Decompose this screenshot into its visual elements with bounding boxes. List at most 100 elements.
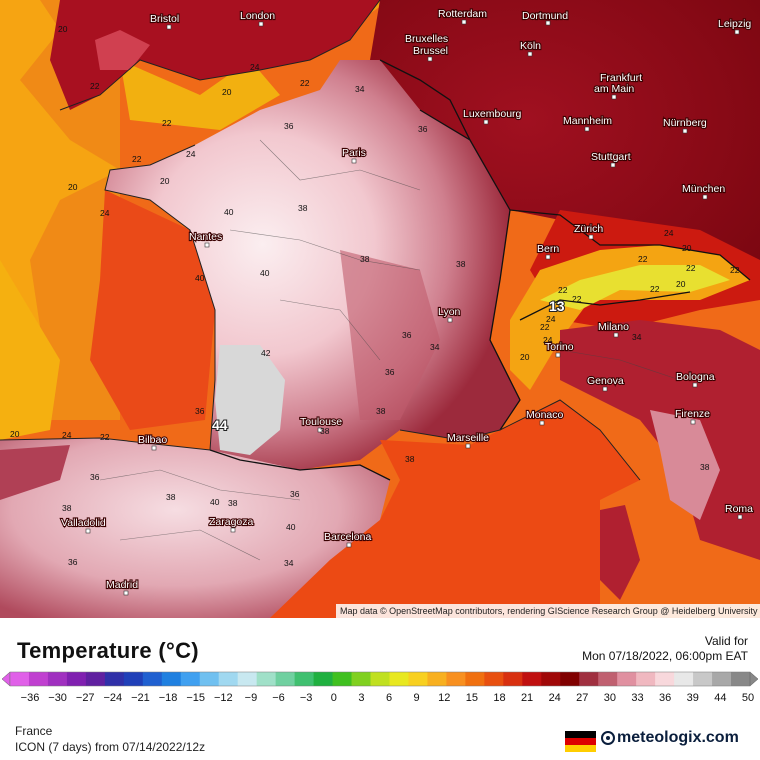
scale-tick-label: 12 [438, 692, 450, 704]
city-munchen[interactable]: München [681, 182, 727, 196]
scale-swatch [218, 672, 239, 686]
temperature-values: 20 22 24 20 22 24 22 20 24 34 36 22 20 3… [10, 24, 740, 568]
scale-swatch [655, 672, 675, 686]
scale-swatch [351, 672, 372, 686]
scale-swatch [522, 672, 542, 686]
mediterranean-sea [270, 400, 640, 618]
scale-swatch [408, 672, 428, 686]
alps-core [540, 265, 730, 310]
city-nantes[interactable]: Nantes [188, 230, 223, 244]
scale-swatch [142, 672, 163, 686]
svg-text:40: 40 [224, 207, 234, 217]
svg-text:24: 24 [186, 149, 196, 159]
scale-swatch [161, 672, 182, 686]
scale-tick-label: −18 [159, 692, 178, 704]
svg-text:42: 42 [261, 348, 271, 358]
city-zurich[interactable]: Zürich [573, 222, 605, 236]
legend-footer: Temperature (°C) Valid for Mon 07/18/202… [0, 618, 760, 760]
svg-text:22: 22 [558, 285, 568, 295]
scale-swatch [10, 672, 30, 686]
region-label: France [15, 724, 53, 738]
city-lyon[interactable]: Lyon [437, 305, 462, 319]
svg-text:22: 22 [300, 78, 310, 88]
city-genova[interactable]: Genova [586, 374, 625, 388]
svg-text:20: 20 [68, 182, 78, 192]
scale-swatch [427, 672, 447, 686]
city-valladolid[interactable]: Valladolid [60, 516, 107, 530]
svg-text:20: 20 [160, 176, 170, 186]
scale-swatch [503, 672, 523, 686]
city-bruxelles[interactable]: Bruxelles [404, 32, 449, 46]
city-barcelona[interactable]: Barcelona [323, 530, 373, 544]
scale-swatch [123, 672, 144, 686]
city-firenze[interactable]: Firenze [674, 407, 711, 421]
svg-text:36: 36 [68, 557, 78, 567]
scale-swatch [579, 672, 599, 686]
city-roma[interactable]: Roma [724, 502, 754, 516]
city-frankfurt[interactable]: Frankfurt [599, 71, 643, 85]
scale-tick-label: 21 [521, 692, 533, 704]
city-toulouse[interactable]: Toulouse [299, 415, 343, 429]
city-monaco[interactable]: Monaco [525, 408, 565, 422]
city-stuttgart[interactable]: Stuttgart [590, 150, 632, 164]
scale-tick-label: 18 [493, 692, 505, 704]
atlantic-yellow-band [0, 260, 60, 440]
city-leipzig[interactable]: Leipzig [717, 17, 753, 31]
city-frankfurt-am-main[interactable]: am Main [593, 82, 636, 96]
alps-min-value: 13 [549, 298, 565, 314]
scale-tick-label: 36 [659, 692, 671, 704]
scale-tick-label: −24 [104, 692, 123, 704]
city-madrid[interactable]: Madrid [105, 578, 139, 592]
svg-text:24: 24 [664, 228, 674, 238]
scale-swatch [104, 672, 125, 686]
scale-swatch [731, 672, 751, 686]
city-dortmund[interactable]: Dortmund [521, 9, 569, 23]
city-rotterdam[interactable]: Rotterdam [437, 7, 488, 21]
city-bern[interactable]: Bern [536, 242, 561, 256]
scale-tick-label: 27 [576, 692, 588, 704]
city-milano[interactable]: Milano [597, 320, 630, 334]
model-label: ICON (7 days) from 07/14/2022/12z [15, 740, 206, 754]
scale-swatch [617, 672, 637, 686]
scale-tick-label: 44 [714, 692, 726, 704]
city-koln[interactable]: Köln [519, 39, 542, 53]
city-bristol[interactable]: Bristol [149, 12, 180, 26]
scale-tick-label: −3 [300, 692, 313, 704]
scale-swatch [598, 672, 618, 686]
city-marseille[interactable]: Marseille [446, 431, 490, 445]
scale-swatch [370, 672, 390, 686]
scale-swatch [294, 672, 315, 686]
channel-yellow [120, 60, 280, 130]
temperature-map[interactable]: Bristol London Rotterdam Dortmund Leipzi… [0, 0, 760, 618]
city-bologna[interactable]: Bologna [675, 370, 716, 384]
scale-swatch [712, 672, 732, 686]
biscay-area [90, 190, 215, 430]
great-britain-land [50, 0, 380, 110]
city-labels: Bristol London Rotterdam Dortmund Leipzi… [60, 7, 754, 592]
city-brussel[interactable]: Brussel [412, 44, 449, 58]
scale-swatch [560, 672, 580, 686]
city-mannheim[interactable]: Mannheim [562, 114, 613, 128]
scale-tick-label: −12 [214, 692, 233, 704]
svg-text:38: 38 [700, 462, 710, 472]
valid-for-label: Valid for [704, 634, 748, 648]
svg-text:38: 38 [360, 254, 370, 264]
svg-text:36: 36 [290, 489, 300, 499]
max-temperature-value: 44 [212, 417, 228, 433]
scale-swatch [275, 672, 296, 686]
city-bilbao[interactable]: Bilbao [137, 433, 169, 447]
city-london[interactable]: London [239, 9, 276, 23]
city-zaragoza[interactable]: Zaragoza [208, 515, 255, 529]
svg-text:22: 22 [730, 265, 740, 275]
svg-text:24: 24 [543, 335, 553, 345]
city-luxembourg[interactable]: Luxembourg [462, 107, 523, 121]
scale-tick-label: −27 [76, 692, 95, 704]
city-paris[interactable]: Paris [341, 146, 367, 160]
scale-swatch [389, 672, 409, 686]
city-nurnberg[interactable]: Nürnberg [662, 116, 708, 130]
meteologix-logo[interactable]: meteologix.com [601, 729, 739, 747]
scale-swatch [446, 672, 466, 686]
scale-swatch [313, 672, 334, 686]
city-torino[interactable]: Torino [544, 340, 575, 354]
map-attribution[interactable]: Map data © OpenStreetMap contributors, r… [340, 606, 758, 616]
